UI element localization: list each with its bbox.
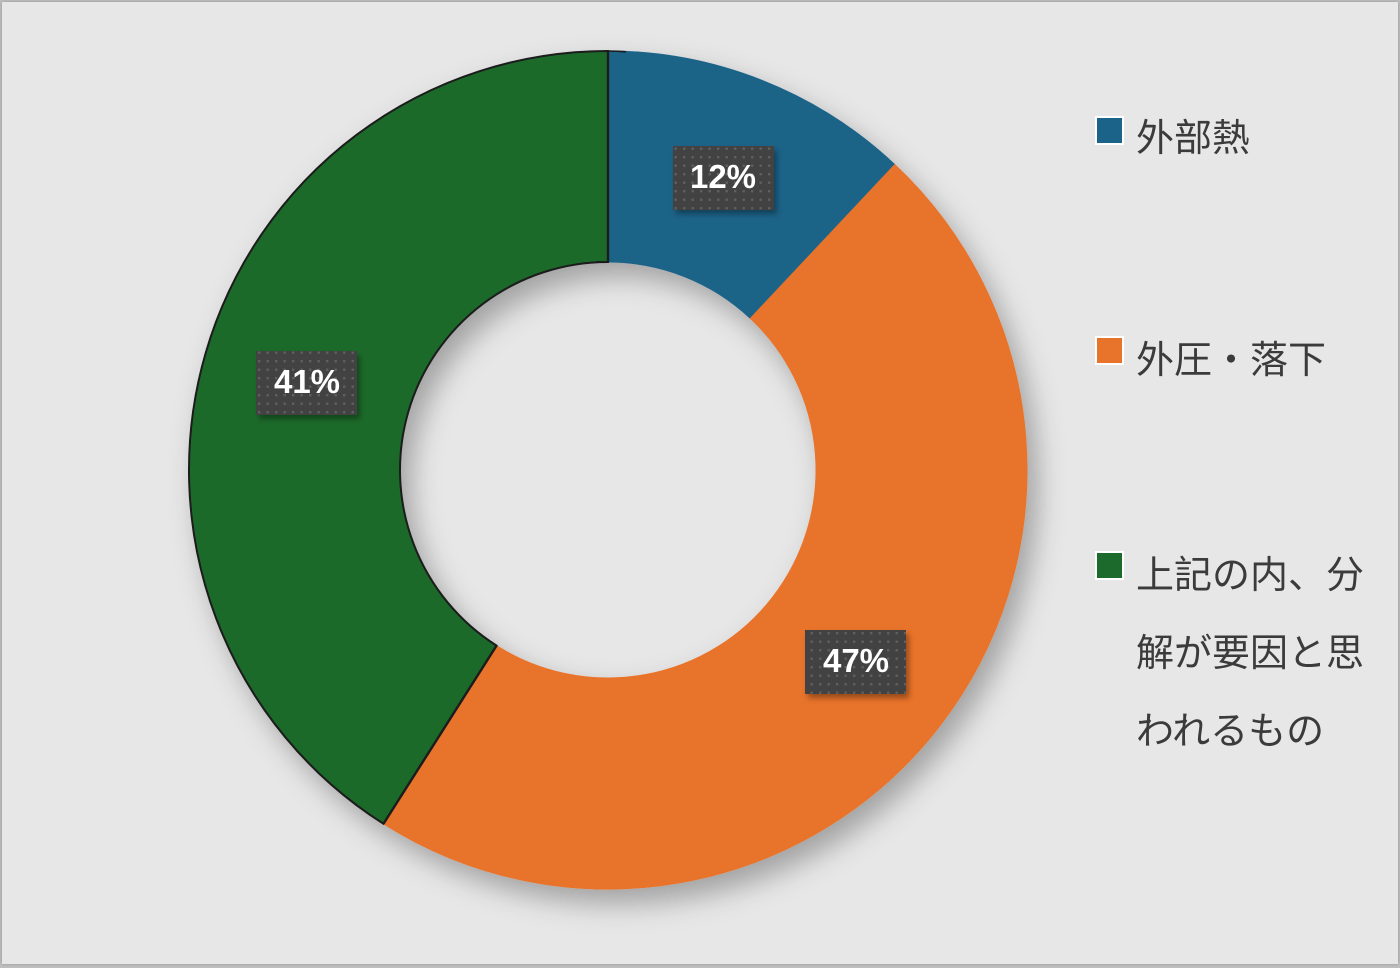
svg-text:47%: 47% [823, 642, 889, 679]
svg-text:上記の内、分: 上記の内、分 [1136, 555, 1364, 597]
svg-text:外圧・落下: 外圧・落下 [1136, 340, 1326, 382]
svg-text:われるもの: われるもの [1136, 711, 1324, 753]
svg-text:41%: 41% [274, 363, 340, 400]
svg-text:外部熱: 外部熱 [1136, 118, 1250, 160]
svg-text:12%: 12% [690, 158, 756, 195]
svg-text:解が要因と思: 解が要因と思 [1136, 633, 1364, 675]
